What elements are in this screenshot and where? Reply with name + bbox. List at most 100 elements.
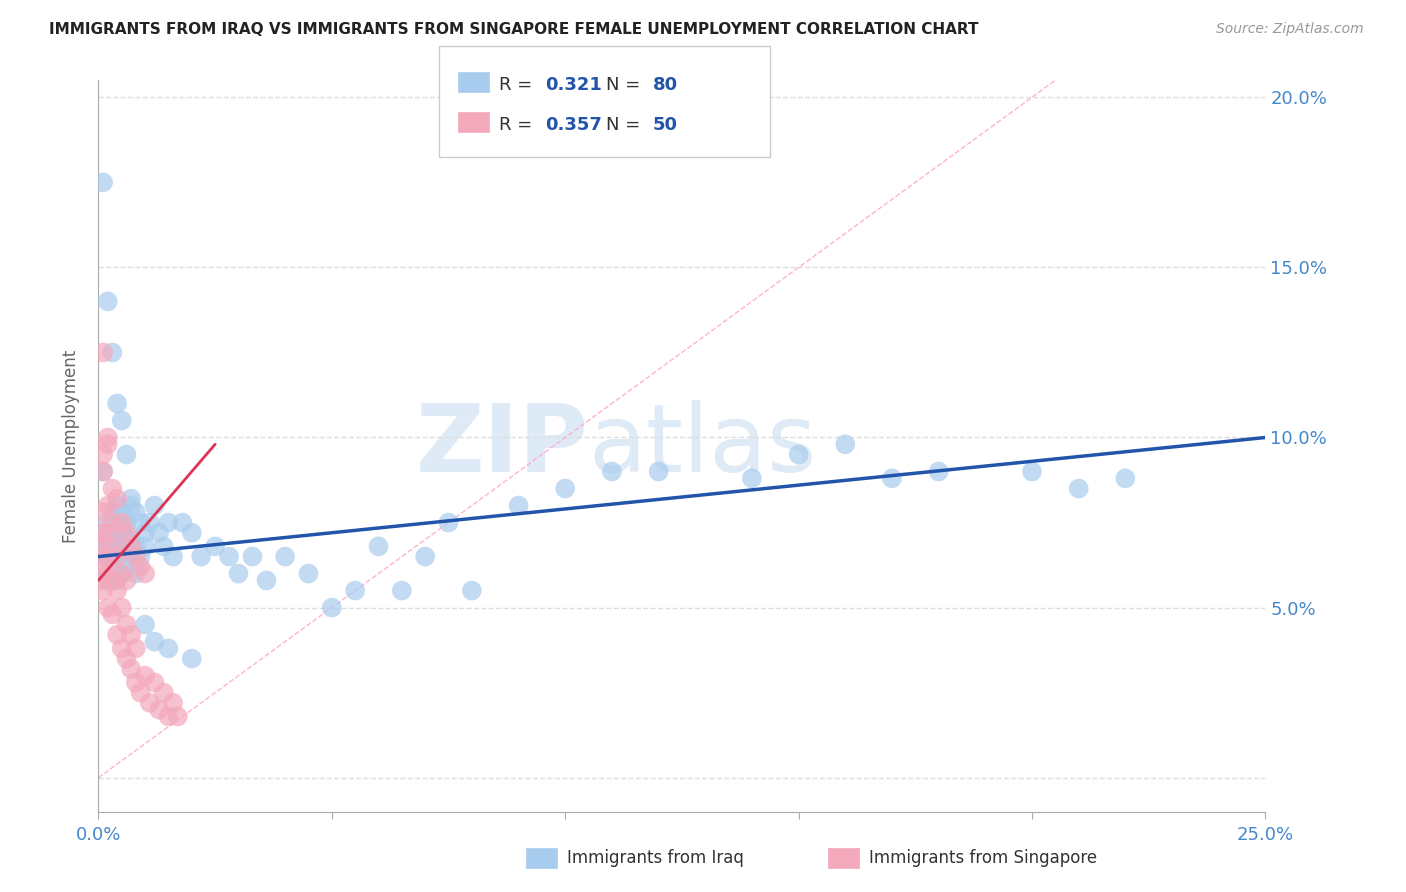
Point [97,566,120,581]
Text: 50: 50 [652,116,678,134]
Point [111,566,134,581]
Point [787,448,810,462]
Point [125,675,148,690]
Point [101,607,124,622]
Text: 80: 80 [652,76,678,94]
Point [148,703,170,717]
Text: ZIP: ZIP [416,400,589,492]
Point [344,583,367,598]
Point [105,540,128,554]
Point [120,533,142,547]
Point [115,516,138,530]
Point [125,641,148,656]
Point [97,574,120,588]
Point [97,499,120,513]
Point [321,600,343,615]
Point [97,540,120,554]
Point [101,574,124,588]
Point [125,566,148,581]
Point [90,542,112,557]
Point [152,540,174,554]
Point [115,617,138,632]
Text: R =: R = [499,76,538,94]
Point [111,516,134,530]
Point [508,499,530,513]
Point [91,540,114,554]
Point [105,499,128,513]
Point [91,345,114,359]
Point [120,540,142,554]
Point [152,686,174,700]
Point [101,345,124,359]
Point [129,559,152,574]
Point [120,491,142,506]
Point [101,549,124,564]
Point [101,505,124,519]
Point [166,709,188,723]
Point [256,574,278,588]
Point [600,465,623,479]
Text: 0.357: 0.357 [546,116,602,134]
Text: atlas: atlas [589,400,817,492]
Point [180,651,202,665]
Point [834,437,856,451]
Point [101,540,124,554]
Point [105,574,128,588]
Point [125,505,148,519]
Point [101,533,124,547]
Point [125,549,148,564]
Point [91,559,114,574]
Point [134,540,156,554]
Point [391,583,413,598]
Text: Immigrants from Singapore: Immigrants from Singapore [869,849,1097,867]
Point [97,516,120,530]
Point [228,566,250,581]
Point [190,549,212,564]
Text: IMMIGRANTS FROM IRAQ VS IMMIGRANTS FROM SINGAPORE FEMALE UNEMPLOYMENT CORRELATIO: IMMIGRANTS FROM IRAQ VS IMMIGRANTS FROM … [49,22,979,37]
Point [367,540,389,554]
Point [105,491,128,506]
Point [101,482,124,496]
Point [111,413,134,427]
Point [148,525,170,540]
Point [218,549,240,564]
Point [105,549,128,564]
Point [91,583,114,598]
Point [204,540,226,554]
Point [115,651,138,665]
Point [91,465,114,479]
Point [1021,465,1043,479]
Point [139,516,162,530]
Point [143,675,166,690]
Point [97,437,120,451]
Point [157,516,180,530]
Text: Source: ZipAtlas.com: Source: ZipAtlas.com [1216,22,1364,37]
Point [134,566,156,581]
Point [413,549,436,564]
Point [134,668,156,682]
Point [143,499,166,513]
Point [242,549,264,564]
Point [105,396,128,410]
Point [101,559,124,574]
Point [97,430,120,444]
Point [90,525,112,540]
Point [129,549,152,564]
Text: R =: R = [499,116,538,134]
Point [94,525,117,540]
Point [89,540,111,554]
Point [297,566,319,581]
Point [91,505,114,519]
Point [880,471,903,485]
Point [162,696,184,710]
Point [97,600,120,615]
Point [115,448,138,462]
Point [172,516,194,530]
Point [101,516,124,530]
Point [115,533,138,547]
Point [143,634,166,648]
Point [274,549,297,564]
Point [97,294,120,309]
Point [91,448,114,462]
Point [91,549,114,564]
